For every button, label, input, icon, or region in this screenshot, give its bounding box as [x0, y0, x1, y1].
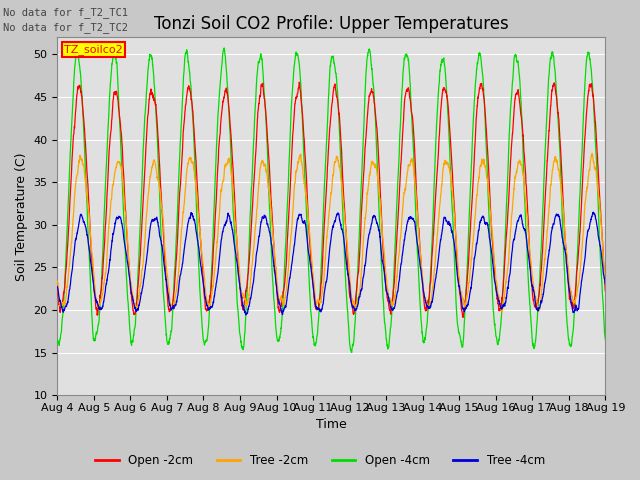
- X-axis label: Time: Time: [316, 419, 347, 432]
- Title: Tonzi Soil CO2 Profile: Upper Temperatures: Tonzi Soil CO2 Profile: Upper Temperatur…: [154, 15, 509, 33]
- Legend: Open -2cm, Tree -2cm, Open -4cm, Tree -4cm: Open -2cm, Tree -2cm, Open -4cm, Tree -4…: [90, 449, 550, 472]
- Y-axis label: Soil Temperature (C): Soil Temperature (C): [15, 152, 28, 280]
- Text: No data for f_T2_TC1: No data for f_T2_TC1: [3, 7, 128, 18]
- Text: No data for f_T2_TC2: No data for f_T2_TC2: [3, 22, 128, 33]
